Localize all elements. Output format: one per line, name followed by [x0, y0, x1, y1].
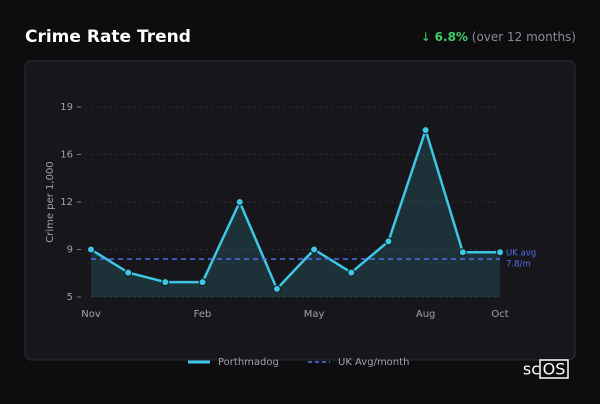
change-note: (over 12 months): [472, 30, 576, 44]
x-tick-label: Feb: [194, 309, 212, 320]
point: [347, 268, 356, 277]
legend-label: Porthmadog: [218, 357, 279, 368]
x-tick-label: May: [304, 309, 325, 320]
point: [124, 268, 133, 277]
y-tick-label: 12: [60, 197, 73, 208]
point: [198, 278, 207, 287]
point: [496, 248, 504, 257]
change-summary: ↓ 6.8% (over 12 months): [421, 30, 576, 44]
brand-prefix: sc: [523, 360, 540, 379]
reference-label: 7.8/m: [506, 260, 531, 270]
point: [272, 284, 281, 293]
change-value: 6.8%: [435, 30, 468, 44]
x-tick-label: Nov: [81, 309, 101, 320]
point: [235, 198, 244, 206]
line: [90, 128, 500, 291]
y-tick-label: 5: [67, 292, 73, 303]
brand-box: [539, 359, 569, 379]
point: [458, 248, 467, 257]
x-tick-label: Aug: [416, 309, 436, 320]
reference-label: UK avg: [506, 249, 536, 259]
change-arrow: ↓: [421, 30, 431, 44]
y-tick-label: 19: [60, 102, 73, 113]
legend-label: UK Avg/month: [338, 357, 409, 368]
x-tick-label: Oct: [491, 309, 508, 320]
point: [421, 126, 430, 135]
area: [91, 130, 500, 297]
y-tick-label: 16: [60, 150, 73, 161]
point: [310, 245, 319, 254]
chart-panel: [24, 60, 576, 361]
point: [161, 278, 170, 287]
brand-boxed: OS: [543, 360, 566, 379]
y-tick-label: 9: [67, 245, 73, 256]
chart-title: Crime Rate Trend: [25, 27, 191, 47]
point: [384, 237, 393, 246]
y-axis-label: Crime per 1,000: [45, 161, 56, 242]
point: [87, 245, 95, 254]
